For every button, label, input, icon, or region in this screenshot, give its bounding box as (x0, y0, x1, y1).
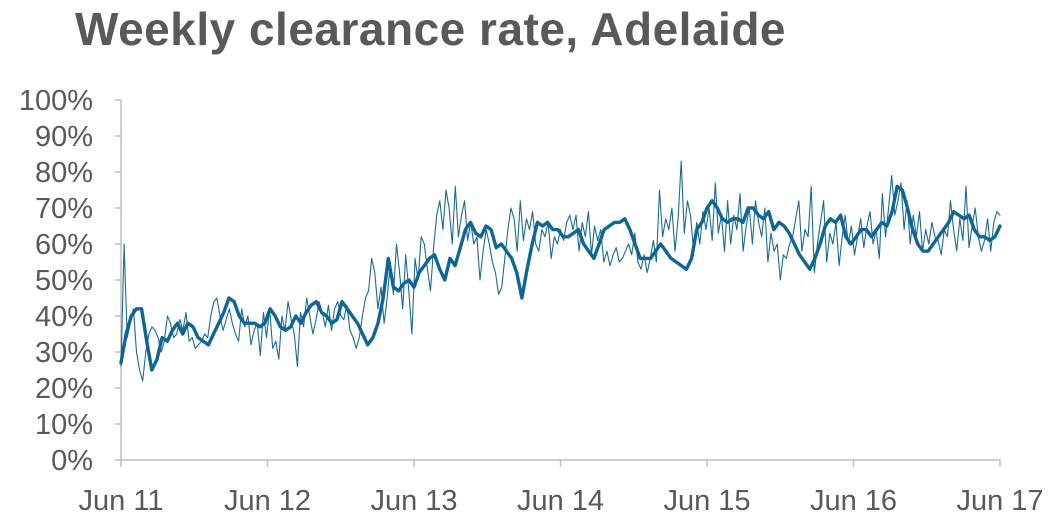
chart-title: Weekly clearance rate, Adelaide (75, 3, 787, 55)
x-axis-labels: Jun 11 Jun 12 Jun 13 Jun 14 Jun 15 Jun 16 Jun … (79, 485, 1044, 517)
chart-series (119, 160, 1002, 382)
trend-series-line (119, 184, 1002, 372)
x-tick-label: Jun 13 (370, 485, 457, 517)
y-tick-label: 10% (35, 409, 93, 441)
y-tick-label: 90% (35, 121, 93, 153)
x-tick-label: Jun 15 (663, 485, 750, 517)
weekly-series-line (120, 160, 1001, 382)
x-tick-label: Jun 16 (810, 485, 897, 517)
y-tick-label: 30% (35, 337, 93, 369)
y-tick-label: 50% (35, 265, 93, 297)
y-axis-labels: 0% 10% 20% 30% 40% 50% 60% 70% 80% 90% 100% (19, 85, 93, 477)
x-tick-label: Jun 12 (224, 485, 311, 517)
y-tick-label: 40% (35, 301, 93, 333)
y-tick-label: 60% (35, 229, 93, 261)
y-tick-label: 70% (35, 193, 93, 225)
x-tick-label: Jun 14 (517, 485, 604, 517)
y-tick-label: 80% (35, 157, 93, 189)
x-tick-label: Jun 17 (956, 485, 1043, 517)
x-tick-label: Jun 11 (79, 485, 164, 517)
y-tick-label: 0% (51, 445, 93, 477)
y-tick-label: 20% (35, 373, 93, 405)
y-tick-label: 100% (19, 85, 93, 117)
chart-axes (115, 99, 1001, 467)
